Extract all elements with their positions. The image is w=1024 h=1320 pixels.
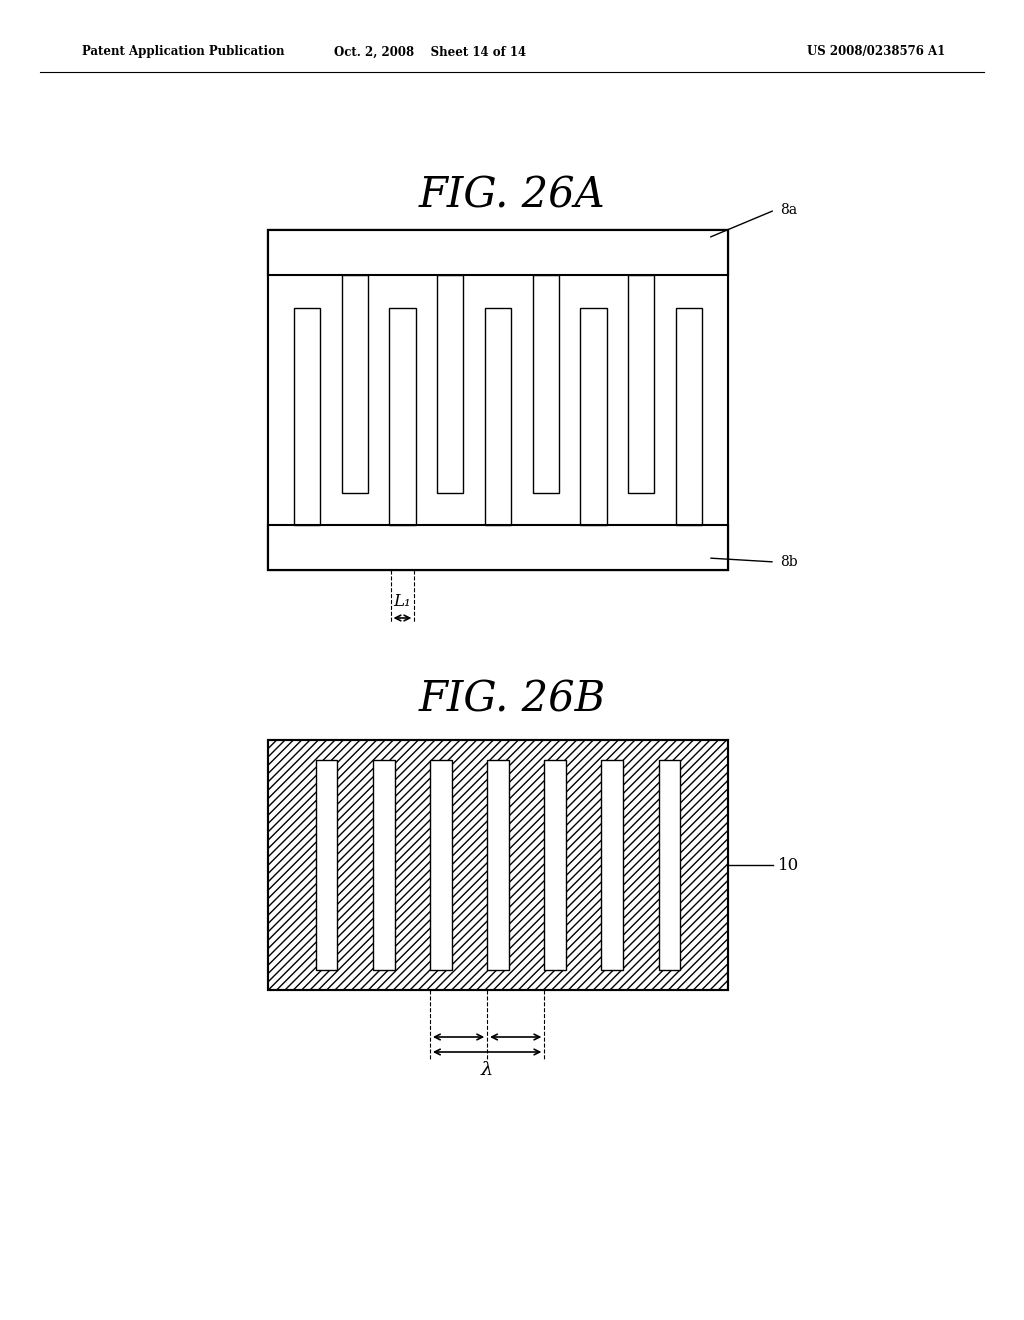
Bar [545,760,566,970]
Text: FIG. 26B: FIG. 26B [419,678,605,721]
Bar [294,308,321,525]
Bar [487,760,509,970]
Bar [484,308,511,525]
Bar [373,760,394,970]
Bar [430,760,452,970]
Bar [268,230,728,275]
Bar [342,275,368,492]
Bar [484,308,511,525]
Bar [581,308,606,525]
Bar [532,275,559,492]
Bar [437,275,464,492]
Bar [268,741,728,990]
Bar [389,308,416,525]
Bar [437,275,464,492]
Bar [676,308,702,525]
Text: λ: λ [481,1061,494,1078]
Bar [342,275,368,492]
Bar [315,760,338,970]
Bar [658,760,680,970]
Text: Patent Application Publication: Patent Application Publication [82,45,285,58]
Text: 10: 10 [778,857,800,874]
Bar [268,525,728,570]
Text: US 2008/0238576 A1: US 2008/0238576 A1 [807,45,945,58]
Bar [581,308,606,525]
Bar [268,230,728,570]
Text: FIG. 26A: FIG. 26A [419,174,605,216]
Text: Oct. 2, 2008    Sheet 14 of 14: Oct. 2, 2008 Sheet 14 of 14 [334,45,526,58]
Bar [268,741,728,990]
Bar [628,275,654,492]
Bar [601,760,624,970]
Bar [628,275,654,492]
Bar [268,230,728,570]
Bar [532,275,559,492]
Bar [268,525,728,570]
Bar [294,308,321,525]
Text: L₁: L₁ [393,594,412,610]
Text: 8b: 8b [780,554,798,569]
Text: 8a: 8a [780,203,797,216]
Bar [389,308,416,525]
Bar [268,230,728,570]
Bar [268,230,728,275]
Bar [676,308,702,525]
